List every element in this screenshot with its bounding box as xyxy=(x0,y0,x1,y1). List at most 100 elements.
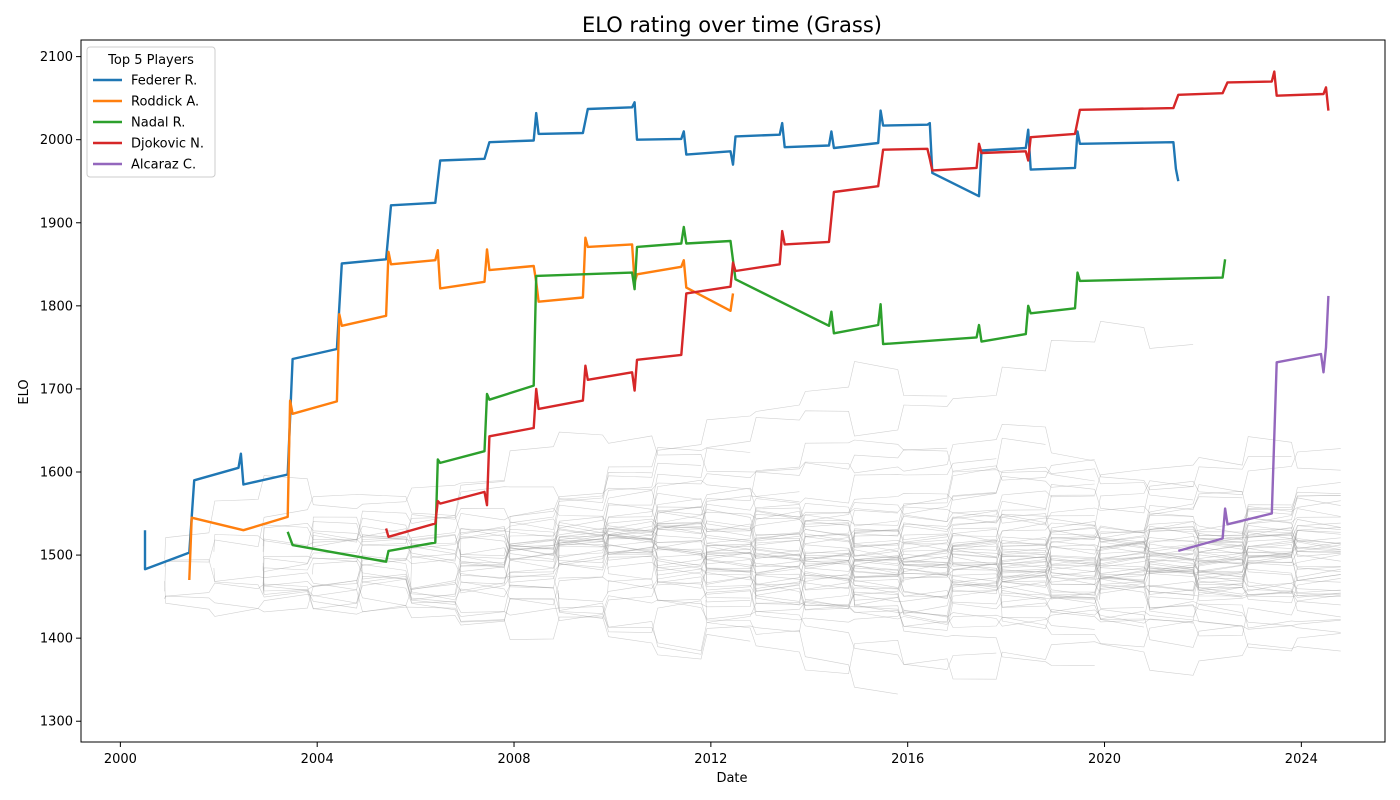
x-tick-label: 2016 xyxy=(891,752,924,767)
background-player-line xyxy=(262,525,702,597)
background-player-line xyxy=(853,466,1194,565)
background-player-line xyxy=(1050,534,1341,585)
background-player-line xyxy=(262,361,948,584)
background-player-line xyxy=(1050,541,1341,593)
background-player-line xyxy=(804,549,948,579)
background-player-line xyxy=(951,548,1341,588)
background-player-line xyxy=(1197,529,1341,578)
chart-title: ELO rating over time (Grass) xyxy=(582,13,882,37)
background-player-line xyxy=(164,492,702,592)
background-player-line xyxy=(1197,540,1341,590)
x-tick-label: 2004 xyxy=(301,752,334,767)
background-player-line xyxy=(1099,534,1341,595)
background-player-line xyxy=(1099,536,1292,573)
background-player-line xyxy=(1000,531,1341,623)
background-player-line xyxy=(361,495,800,601)
background-player-line xyxy=(262,479,800,561)
background-player-line xyxy=(459,500,1046,655)
background-player-line xyxy=(508,507,702,586)
series-line-roddick-a xyxy=(188,236,735,581)
background-player-line xyxy=(361,520,800,592)
background-player-line xyxy=(853,528,1292,627)
background-player-line xyxy=(1148,530,1341,587)
background-player-line xyxy=(1000,598,1243,648)
background-player-line xyxy=(1099,550,1341,596)
background-player-line xyxy=(1197,592,1341,602)
background-player-line xyxy=(804,448,1341,590)
background-player-line xyxy=(1099,522,1341,592)
background-player-line xyxy=(262,578,997,675)
y-tick-label: 1700 xyxy=(40,382,73,397)
background-player-line xyxy=(705,491,1341,571)
series-line-nadal-r xyxy=(286,225,1227,563)
background-player-line xyxy=(459,459,1095,594)
background-player-line xyxy=(1197,538,1341,580)
background-player-line xyxy=(1197,563,1341,604)
x-tick-label: 2024 xyxy=(1285,752,1318,767)
background-player-line xyxy=(1000,594,1341,637)
background-player-line xyxy=(262,527,554,594)
background-player-line xyxy=(607,527,1144,591)
background-player-line xyxy=(410,508,702,559)
background-player-line xyxy=(1148,546,1341,591)
background-player-line xyxy=(508,506,1194,579)
background-player-line xyxy=(459,528,997,581)
plot-frame xyxy=(80,39,1386,743)
background-player-line xyxy=(459,510,997,567)
background-player-line xyxy=(607,533,898,565)
background-player-line xyxy=(410,490,1095,589)
background-player-line xyxy=(607,505,1194,570)
legend-entry-label: Alcaraz C. xyxy=(131,158,196,173)
background-player-line xyxy=(558,487,800,558)
background-player-line xyxy=(656,548,800,589)
background-player-line xyxy=(607,562,1341,680)
background-player-line xyxy=(804,560,1046,610)
background-player-line xyxy=(262,581,751,660)
background-player-line xyxy=(705,456,1292,615)
background-player-line xyxy=(1099,508,1341,577)
background-player-line xyxy=(1197,495,1341,557)
background-player-line xyxy=(1148,599,1341,633)
legend-entry-label: Nadal R. xyxy=(131,116,185,131)
background-player-line xyxy=(1000,554,1341,652)
background-player-line xyxy=(1197,554,1341,594)
background-player-line xyxy=(902,526,1341,583)
background-player-line xyxy=(410,525,751,594)
background-player-line xyxy=(656,543,1292,596)
y-tick-label: 1900 xyxy=(40,216,73,231)
background-player-line xyxy=(1000,531,1341,588)
legend-entry-label: Roddick A. xyxy=(131,95,199,110)
background-player-line xyxy=(607,439,948,550)
background-player-line xyxy=(1148,577,1341,594)
background-player-line xyxy=(1148,550,1341,596)
background-player-line xyxy=(558,556,751,603)
background-player-line xyxy=(656,475,1095,544)
x-tick-label: 2000 xyxy=(104,752,137,767)
x-axis-label: Date xyxy=(716,771,747,786)
background-player-line xyxy=(754,491,1243,585)
background-player-line xyxy=(558,504,1046,558)
background-player-line xyxy=(1197,547,1341,581)
background-player-line xyxy=(1050,542,1341,597)
background-player-line xyxy=(951,547,1341,606)
y-tick-label: 1600 xyxy=(40,466,73,481)
background-player-line xyxy=(705,437,1046,574)
background-player-line xyxy=(558,553,1194,631)
background-player-line xyxy=(361,555,1095,666)
legend: Top 5 Players Federer R. Roddick A. Nadal … xyxy=(86,46,216,178)
background-player-line xyxy=(558,581,751,619)
background-player-line xyxy=(262,471,652,571)
background-player-line xyxy=(705,522,1095,565)
y-tick-label: 2100 xyxy=(40,50,73,65)
background-player-line xyxy=(853,595,1194,627)
background-player-line xyxy=(754,521,1341,603)
background-player-line xyxy=(558,492,997,567)
background-player-line xyxy=(1000,495,1341,599)
background-player-line xyxy=(705,555,997,607)
background-player-line xyxy=(262,542,456,566)
background-player-line xyxy=(262,447,751,559)
background-player-line xyxy=(459,516,1194,580)
background-player-line xyxy=(262,537,406,589)
background-player-line xyxy=(754,540,1243,592)
background-player-line xyxy=(804,565,1341,630)
